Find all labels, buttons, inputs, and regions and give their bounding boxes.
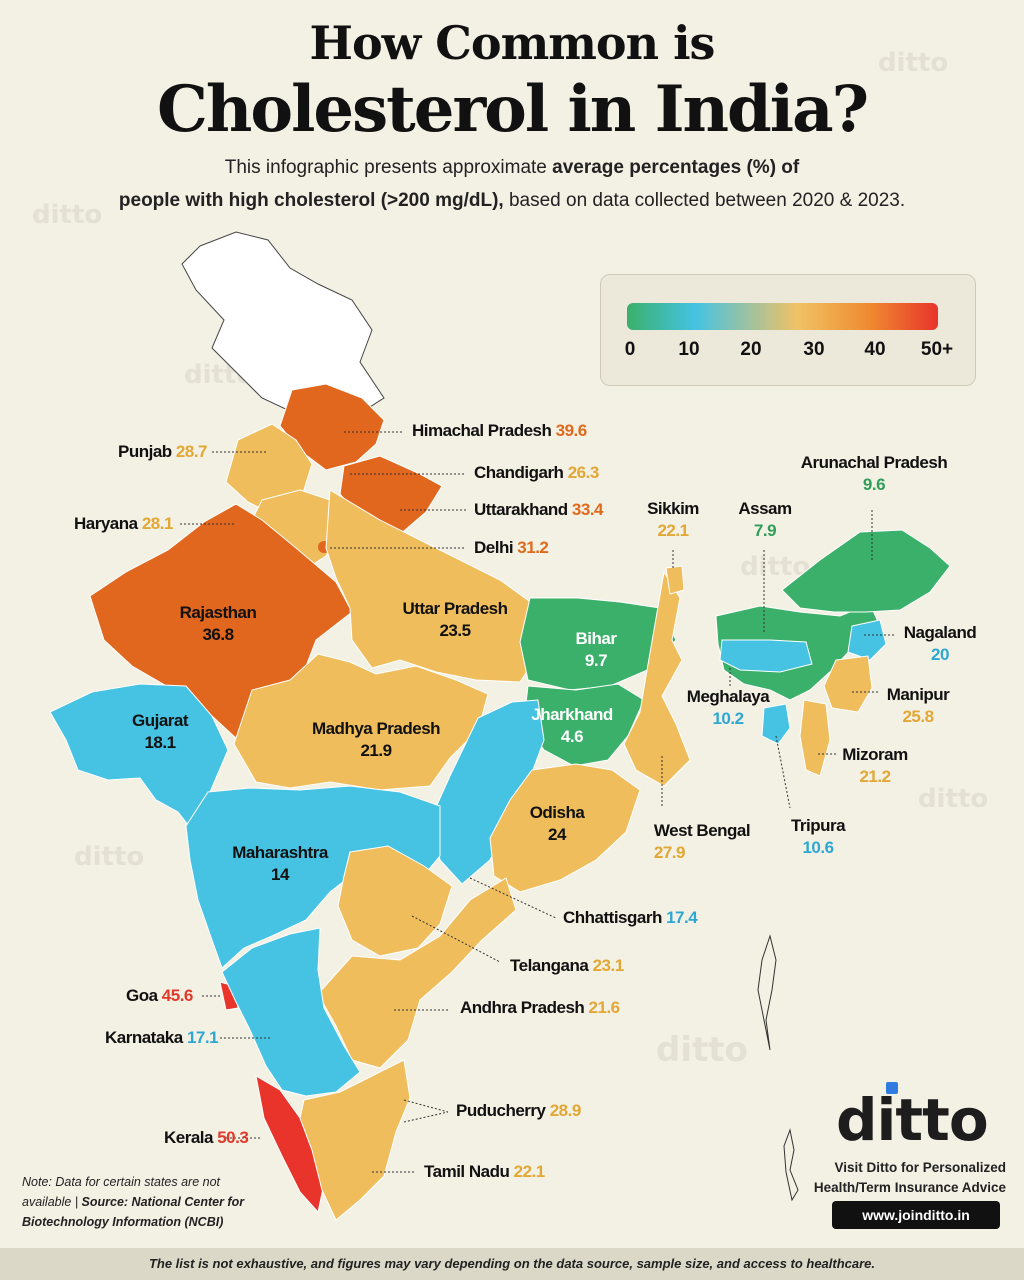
watermark: ditto — [878, 48, 949, 78]
label-manipur: Manipur 25.8 — [886, 685, 950, 726]
label-himachal-pradesh: Himachal Pradesh 39.6 — [412, 421, 587, 440]
logo-dot — [886, 1082, 898, 1094]
label-jharkhand: Jharkhand 4.6 — [531, 705, 613, 746]
legend-tick: 10 — [678, 339, 700, 360]
region-manipur — [823, 655, 873, 713]
promo-line-2: Health/Term Insurance Advice — [813, 1180, 1006, 1195]
label-mizoram: Mizoram 21.2 — [842, 745, 908, 786]
legend-tick: 30 — [803, 339, 825, 360]
region-telangana — [337, 845, 453, 957]
label-kerala: Kerala 50.3 — [164, 1128, 249, 1147]
label-goa: Goa 45.6 — [126, 986, 193, 1005]
region-kerala — [255, 1075, 325, 1214]
region-jammu-kashmir-ladakh — [181, 231, 385, 413]
subtitle-line-2: people with high cholesterol (>200 mg/dL… — [118, 190, 906, 211]
label-tripura: Tripura 10.6 — [790, 816, 846, 857]
watermark: ditto — [32, 200, 103, 230]
label-haryana: Haryana 28.1 — [74, 514, 173, 533]
label-puducherry: Puducherry 28.9 — [456, 1101, 581, 1120]
label-bihar: Bihar 9.7 — [575, 629, 617, 670]
color-legend: 0 10 20 30 40 50+ — [600, 274, 976, 386]
legend-tick: 50+ — [920, 339, 954, 360]
region-meghalaya — [719, 639, 813, 673]
label-telangana: Telangana 23.1 — [510, 956, 624, 975]
promo-line-1: Visit Ditto for Personalized — [834, 1160, 1006, 1175]
legend-tick: 0 — [624, 339, 636, 360]
label-sikkim: Sikkim 22.1 — [647, 499, 699, 540]
label-odisha: Odisha 24 — [529, 803, 585, 844]
label-rajasthan: Rajasthan 36.8 — [179, 603, 257, 644]
label-west-bengal: West Bengal 27.9 — [653, 821, 751, 862]
label-uttarakhand: Uttarakhand 33.4 — [474, 500, 604, 519]
legend-gradient-bar — [627, 303, 938, 330]
region-arunachal-pradesh — [781, 529, 951, 613]
region-tamil-nadu — [299, 1059, 411, 1221]
label-nagaland: Nagaland 20 — [903, 623, 977, 664]
source-note: Note: Data for certain states are not av… — [22, 1175, 245, 1229]
label-andhra-pradesh: Andhra Pradesh 21.6 — [460, 998, 620, 1017]
label-madhya-pradesh: Madhya Pradesh 21.9 — [311, 719, 441, 760]
label-maharashtra: Maharashtra 14 — [232, 843, 328, 884]
ditto-logo: ditto — [836, 1086, 989, 1154]
region-west-bengal — [623, 570, 691, 787]
region-andaman-islands — [757, 934, 777, 1051]
label-chhattisgarh: Chhattisgarh 17.4 — [563, 908, 698, 927]
watermark: ditto — [656, 1030, 748, 1070]
title-line-2: Cholesterol in India? — [156, 72, 869, 147]
label-delhi: Delhi 31.2 — [474, 538, 549, 557]
region-sikkim — [665, 565, 685, 595]
region-uttar-pradesh — [325, 489, 543, 683]
region-nicobar-islands — [783, 1128, 799, 1202]
watermark: ditto — [918, 784, 989, 814]
label-tamil-nadu: Tamil Nadu 22.1 — [424, 1162, 545, 1181]
region-madhya-pradesh — [233, 653, 489, 791]
watermark: ditto — [74, 842, 145, 872]
label-chandigarh: Chandigarh 26.3 — [474, 463, 599, 482]
label-uttar-pradesh: Uttar Pradesh 23.5 — [402, 599, 508, 640]
label-karnataka: Karnataka 17.1 — [105, 1028, 219, 1047]
label-meghalaya: Meghalaya 10.2 — [686, 687, 770, 728]
region-nagaland — [847, 619, 887, 661]
region-andhra-pradesh — [317, 877, 517, 1069]
title-line-1: How Common is — [309, 16, 716, 70]
label-punjab: Punjab 28.7 — [118, 442, 208, 461]
label-arunachal-pradesh: Arunachal Pradesh 9.6 — [800, 453, 948, 494]
legend-tick: 40 — [864, 339, 886, 360]
subtitle-line-1: This infographic presents approximate av… — [224, 157, 800, 178]
label-gujarat: Gujarat 18.1 — [131, 711, 189, 752]
region-odisha — [489, 763, 641, 893]
region-mizoram — [799, 699, 831, 777]
label-assam: Assam 7.9 — [738, 499, 792, 540]
footer-disclaimer: The list is not exhaustive, and figures … — [0, 1248, 1024, 1280]
region-tripura — [761, 703, 791, 745]
website-link[interactable]: www.joinditto.in — [832, 1201, 1000, 1229]
legend-tick: 20 — [740, 339, 762, 360]
region-karnataka — [221, 927, 361, 1097]
